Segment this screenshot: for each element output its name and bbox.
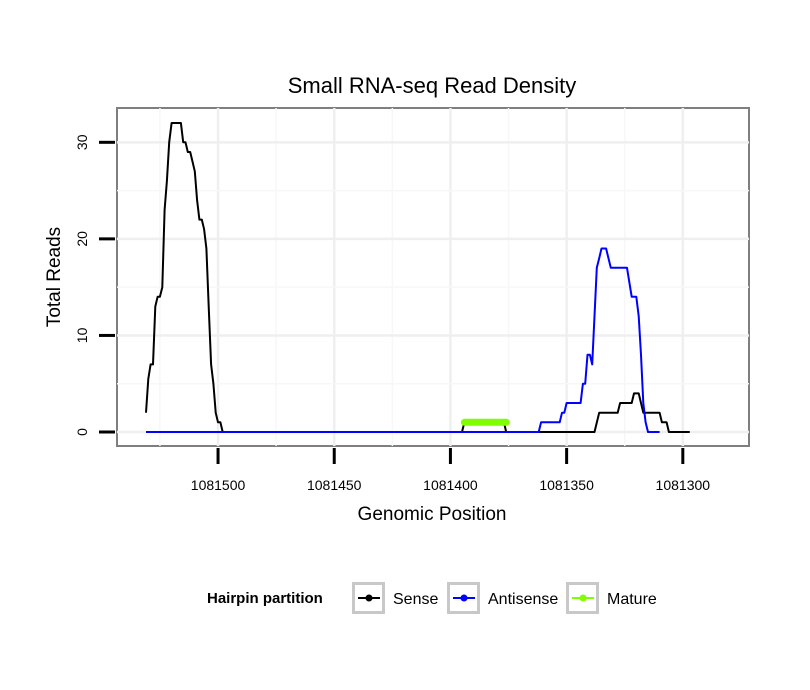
y-tick-label: 10 xyxy=(74,327,90,343)
x-axis-title: Genomic Position xyxy=(358,504,507,525)
y-tick-label: 0 xyxy=(74,428,90,436)
x-tick-label: 1081500 xyxy=(191,477,246,493)
chart-title: Small RNA-seq Read Density xyxy=(288,73,577,98)
legend-label-sense: Sense xyxy=(393,591,438,608)
series-line-antisense xyxy=(146,247,660,433)
x-tick-label: 1081300 xyxy=(656,477,711,493)
y-tick-label: 20 xyxy=(74,231,90,247)
legend-title: Hairpin partition xyxy=(207,590,323,607)
x-tick-label: 1081400 xyxy=(423,477,478,493)
legend-key-dot xyxy=(460,594,468,602)
y-tick-label: 30 xyxy=(74,134,90,150)
x-axis: 1081500 1081450 1081400 1081350 1081300 xyxy=(191,448,710,493)
legend-label-mature: Mature xyxy=(607,591,657,608)
legend-key-dot xyxy=(365,594,373,602)
x-tick-label: 1081450 xyxy=(307,477,362,493)
series-line-sense xyxy=(145,122,690,433)
plot-panel xyxy=(116,107,750,447)
legend-label-antisense: Antisense xyxy=(488,591,558,608)
x-tick-label: 1081350 xyxy=(539,477,594,493)
y-axis-title: Total Reads xyxy=(44,227,65,327)
legend: Hairpin partition Sense Antisense Mature xyxy=(207,582,657,614)
legend-key-dot xyxy=(579,594,587,602)
series-group xyxy=(145,122,690,433)
y-axis: 0 10 20 30 xyxy=(74,134,115,436)
